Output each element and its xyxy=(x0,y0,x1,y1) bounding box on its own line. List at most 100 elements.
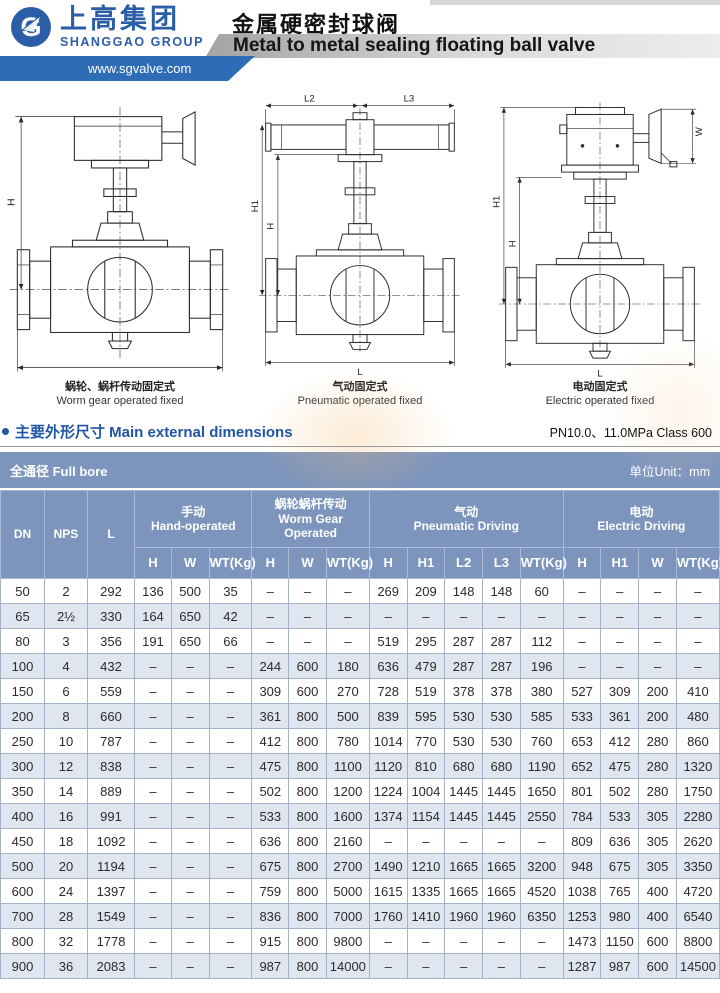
table-cell: 810 xyxy=(406,753,446,779)
table-cell: 675 xyxy=(600,853,640,879)
table-cell: – xyxy=(325,578,370,604)
table-cell: 200 xyxy=(638,703,677,729)
table-cell: 350 xyxy=(0,778,45,804)
table-cell: 200 xyxy=(638,678,677,704)
table-cell: 2½ xyxy=(44,603,88,629)
table-cell: 600 xyxy=(0,878,45,904)
subcol-pneu-wt: WT(Kg) xyxy=(519,547,567,579)
table-cell: 1397 xyxy=(86,878,136,904)
table-cell: 400 xyxy=(638,878,677,904)
table-cell: – xyxy=(638,653,677,679)
table-cell: 287 xyxy=(481,653,521,679)
table-cell: 2700 xyxy=(325,853,370,879)
table-cell: 650 xyxy=(170,628,210,654)
table-cell: 2280 xyxy=(675,803,720,829)
group-worm-cn: 蜗轮蜗杆传动 xyxy=(274,497,347,512)
table-cell: – xyxy=(481,828,521,854)
group-pneumatic-cn: 气动 xyxy=(454,504,479,519)
valve-drawing-electric-icon: H1 H W L xyxy=(492,102,705,380)
table-cell: 1445 xyxy=(481,803,521,829)
table-cell: – xyxy=(444,928,483,954)
logo-text-en: SHANGGAO GROUP xyxy=(60,35,204,49)
table-cell: – xyxy=(600,578,640,604)
table-cell: – xyxy=(170,878,210,904)
table-cell: 800 xyxy=(288,953,327,979)
valve-drawing-pneumatic-icon: L2 L3 H1 H L xyxy=(250,93,462,378)
table-cell: – xyxy=(519,828,564,854)
table-cell: 839 xyxy=(368,703,408,729)
table-cell: 675 xyxy=(251,853,290,879)
table-cell: 356 xyxy=(86,628,136,654)
table-cell: 12 xyxy=(44,753,88,779)
table-cell: 4720 xyxy=(675,878,720,904)
table-cell: – xyxy=(675,628,720,654)
table-cell: 287 xyxy=(444,653,483,679)
table-cell: – xyxy=(638,603,677,629)
table-cell: 559 xyxy=(86,678,136,704)
table-cell: 800 xyxy=(0,928,45,954)
table-cell: 889 xyxy=(86,778,136,804)
table-cell: – xyxy=(562,628,602,654)
subcol-pneu-l2: L2 xyxy=(444,547,483,579)
table-cell: 838 xyxy=(86,753,136,779)
table-cell: – xyxy=(519,603,564,629)
table-cell: 533 xyxy=(600,803,640,829)
page-title-cn: 金属硬密封球阀 xyxy=(232,12,401,37)
table-cell: – xyxy=(170,928,210,954)
table-cell: 980 xyxy=(600,903,640,929)
table-row: 350 14 889– – –502 800 1200 1224 1004 1445 1445 165… xyxy=(0,778,720,804)
table-cell: 18 xyxy=(44,828,88,854)
subcol-elec-h: H xyxy=(562,547,602,579)
drawing-caption-en: Electric operated fixed xyxy=(545,394,655,407)
table-cell: – xyxy=(170,828,210,854)
table-cell: 28 xyxy=(44,903,88,929)
dim-label-l3: L3 xyxy=(404,93,415,104)
subcol-elec-w: W xyxy=(638,547,677,579)
table-cell: 112 xyxy=(519,628,564,654)
table-cell: 2620 xyxy=(675,828,720,854)
table-cell: 295 xyxy=(406,628,446,654)
table-cell: – xyxy=(675,653,720,679)
table-cell: 480 xyxy=(675,703,720,729)
table-cell: 1150 xyxy=(600,928,640,954)
table-cell: 32 xyxy=(44,928,88,954)
table-cell: 3200 xyxy=(519,853,564,879)
table-cell: 80 xyxy=(0,628,45,654)
valve-drawing-worm-gear-icon: H xyxy=(6,107,231,372)
page-title-en: Metal to metal sealing floating ball val… xyxy=(233,35,596,56)
table-cell: 680 xyxy=(481,753,521,779)
dim-label-h: H xyxy=(266,223,277,230)
table-cell: 292 xyxy=(86,578,136,604)
table-cell: 770 xyxy=(406,728,446,754)
table-cell: – xyxy=(134,853,172,879)
table-cell: 6350 xyxy=(519,903,564,929)
website-banner[interactable]: www.sgvalve.com xyxy=(0,56,255,81)
table-cell: 479 xyxy=(406,653,446,679)
group-header-pneumatic: 气动 Pneumatic Driving xyxy=(368,490,564,548)
table-cell: 800 xyxy=(288,753,327,779)
table-cell: – xyxy=(170,953,210,979)
table-cell: 600 xyxy=(638,928,677,954)
table-cell: 450 xyxy=(0,828,45,854)
table-cell: – xyxy=(481,928,521,954)
subcol-hand-h: H xyxy=(134,547,172,579)
table-cell: 502 xyxy=(251,778,290,804)
table-cell: – xyxy=(481,953,521,979)
table-cell: 1750 xyxy=(675,778,720,804)
table-cell: – xyxy=(134,678,172,704)
table-cell: – xyxy=(675,578,720,604)
table-cell: 287 xyxy=(444,628,483,654)
subcol-worm-h: H xyxy=(251,547,290,579)
table-cell: 1615 xyxy=(368,878,408,904)
company-logo: G 上高集团 SHANGGAO GROUP xyxy=(10,6,204,49)
website-url[interactable]: www.sgvalve.com xyxy=(88,61,192,76)
table-cell: 209 xyxy=(406,578,446,604)
subcol-pneu-h: H xyxy=(368,547,408,579)
table-cell: 652 xyxy=(562,753,602,779)
table-cell: 305 xyxy=(638,803,677,829)
table-cell: 600 xyxy=(288,653,327,679)
table-cell: 680 xyxy=(444,753,483,779)
table-cell: – xyxy=(368,603,408,629)
table-cell: 653 xyxy=(562,728,602,754)
table-cell: 475 xyxy=(251,753,290,779)
